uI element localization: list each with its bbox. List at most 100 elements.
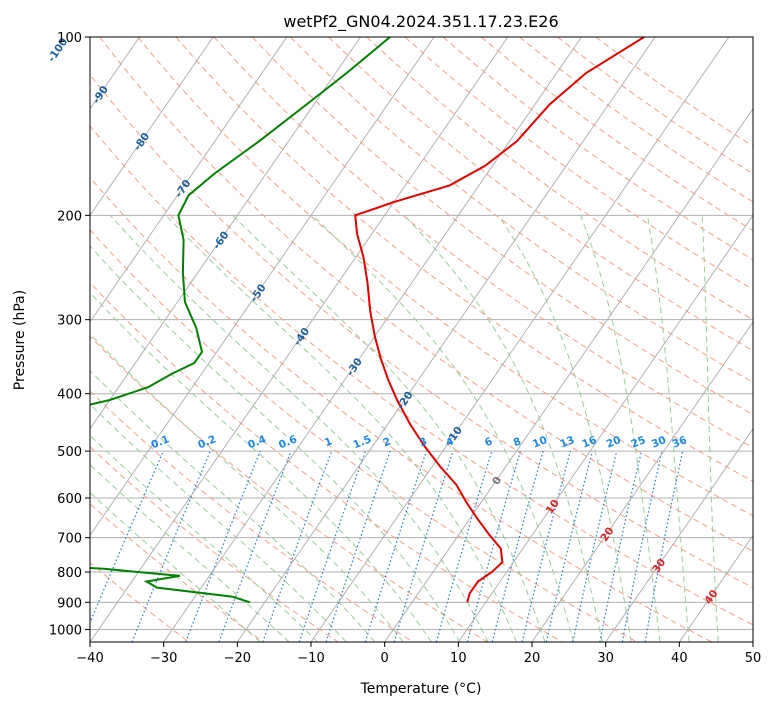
- isotherm-line: [90, 37, 288, 323]
- mixing-ratio-label: 10: [531, 434, 549, 451]
- x-tick-label: 30: [597, 651, 614, 666]
- isotherm-line: [163, 37, 582, 642]
- isotherm-label: -70: [173, 178, 194, 200]
- y-tick-label: 400: [57, 388, 82, 403]
- mixing-ratio-lines: [90, 450, 684, 642]
- dewpoint-profile-line: [90, 37, 391, 604]
- mixing-ratio-label: 13: [558, 434, 576, 451]
- mixing-ratio-label: 1.5: [351, 433, 373, 451]
- mixing-ratio-label: 16: [580, 434, 598, 451]
- dry-adiabat-line: [90, 229, 638, 642]
- isotherm-line: [90, 37, 214, 217]
- moist-adiabat-line: [312, 214, 575, 642]
- mixing-ratio-label: 8: [512, 435, 523, 449]
- dry-adiabat-line: [90, 335, 488, 642]
- y-tick-label: 700: [57, 532, 82, 547]
- y-tick-label: 800: [57, 566, 82, 581]
- dry-adiabats: [90, 37, 753, 642]
- moist-adiabat-line: [403, 214, 603, 642]
- moist-adiabat-line: [90, 491, 261, 642]
- isotherm-label: -30: [344, 356, 365, 378]
- x-tick-label: −30: [150, 651, 177, 666]
- moist-adiabat-line: [90, 434, 319, 642]
- isotherm-line: [678, 534, 753, 642]
- mixing-ratio-label: 0.6: [277, 433, 299, 451]
- warm-isotherm-label: 40: [702, 588, 720, 607]
- dry-adiabat-line: [90, 73, 753, 589]
- isotherm-line: [457, 214, 753, 642]
- x-tick-label: 20: [524, 651, 541, 666]
- mixing-ratio-label: 0.4: [246, 433, 268, 451]
- moist-adiabat-line: [109, 214, 489, 642]
- mixing-ratio-line: [572, 450, 618, 642]
- mixing-ratio-label: 2: [381, 435, 392, 449]
- mixing-ratio-label: 20: [605, 434, 623, 451]
- isotherm-line: [90, 37, 509, 642]
- dry-adiabat-line: [519, 37, 753, 203]
- moist-adiabat-line: [232, 214, 546, 642]
- mixing-ratio-label: 0.2: [196, 433, 218, 451]
- mixing-ratio-line: [466, 450, 521, 642]
- chart-title: wetPf2_GN04.2024.351.17.23.E26: [283, 12, 558, 32]
- x-tick-label: −10: [297, 651, 324, 666]
- mixing-ratio-line: [218, 450, 292, 642]
- moist-adiabat-line: [165, 214, 517, 642]
- mixing-ratio-line: [325, 450, 391, 642]
- x-tick-label: 40: [671, 651, 688, 666]
- y-axis-ticks: 100 200 300 400 500 600 700 800 900 1000: [49, 31, 90, 638]
- isotherm-label: -60: [211, 229, 232, 251]
- dry-adiabat-line: [90, 446, 339, 642]
- moist-adiabat-line: [646, 215, 690, 642]
- plot-frame: [89, 36, 754, 643]
- isotherm-label: 0: [490, 474, 504, 487]
- isotherms: [90, 37, 753, 642]
- mixing-ratio-line: [435, 450, 493, 642]
- dry-adiabat-line: [366, 37, 753, 321]
- dry-adiabat-line: [328, 37, 753, 352]
- isotherm-line: [90, 37, 361, 430]
- isotherm-label: -40: [292, 326, 313, 348]
- y-tick-label: 600: [57, 492, 82, 507]
- x-axis-ticks: −40 −30 −20 −10 0 10 20 30 40 50: [76, 642, 761, 666]
- x-tick-label: 0: [381, 651, 389, 666]
- moist-adiabat-line: [90, 333, 404, 642]
- dry-adiabat-line: [90, 125, 753, 626]
- mixing-ratio-line: [90, 450, 164, 624]
- mixing-ratio-line: [545, 450, 594, 642]
- mixing-ratio-label: 1: [323, 435, 334, 449]
- dry-adiabat-line: [290, 37, 753, 383]
- mixing-ratio-label: 0.1: [149, 433, 171, 451]
- line-labels: -100-90-80-70-60-50-40-30-20-10010203040…: [46, 36, 721, 607]
- dry-adiabat-line: [90, 390, 414, 642]
- mixing-ratio-line: [521, 450, 571, 642]
- isotherm-line: [752, 641, 753, 642]
- x-tick-label: −40: [76, 651, 103, 666]
- y-tick-label: 300: [57, 314, 82, 329]
- mixing-ratio-label: 4: [444, 435, 455, 449]
- dry-adiabat-line: [99, 37, 753, 552]
- y-tick-label: 1000: [49, 623, 82, 638]
- isotherm-line: [236, 37, 656, 642]
- mixing-ratio-label: 6: [483, 435, 494, 449]
- dry-adiabat-line: [442, 37, 753, 261]
- profile-series: [90, 37, 645, 604]
- mixing-ratio-label: 3: [418, 435, 429, 449]
- y-tick-label: 200: [57, 209, 82, 224]
- moist-adiabat-line: [90, 403, 347, 642]
- warm-isotherm-label: 30: [650, 557, 668, 576]
- dry-adiabat-line: [90, 176, 712, 642]
- moist-adiabat-line: [580, 215, 661, 642]
- moist-adiabat-line: [90, 369, 376, 642]
- moist-adiabat-line: [497, 215, 632, 642]
- x-axis-label: Temperature (°C): [360, 681, 482, 697]
- dry-adiabat-line: [90, 503, 264, 642]
- mixing-ratio-line: [599, 450, 643, 642]
- isotherm-line: [90, 37, 435, 537]
- dry-adiabat-line: [480, 37, 753, 232]
- isotherm-label: -50: [248, 282, 269, 304]
- mixing-ratio-line: [262, 450, 333, 642]
- dry-adiabat-line: [404, 37, 753, 291]
- mixing-ratio-label: 30: [650, 434, 668, 451]
- mixing-ratio-line: [185, 450, 261, 642]
- isotherm-line: [384, 107, 753, 642]
